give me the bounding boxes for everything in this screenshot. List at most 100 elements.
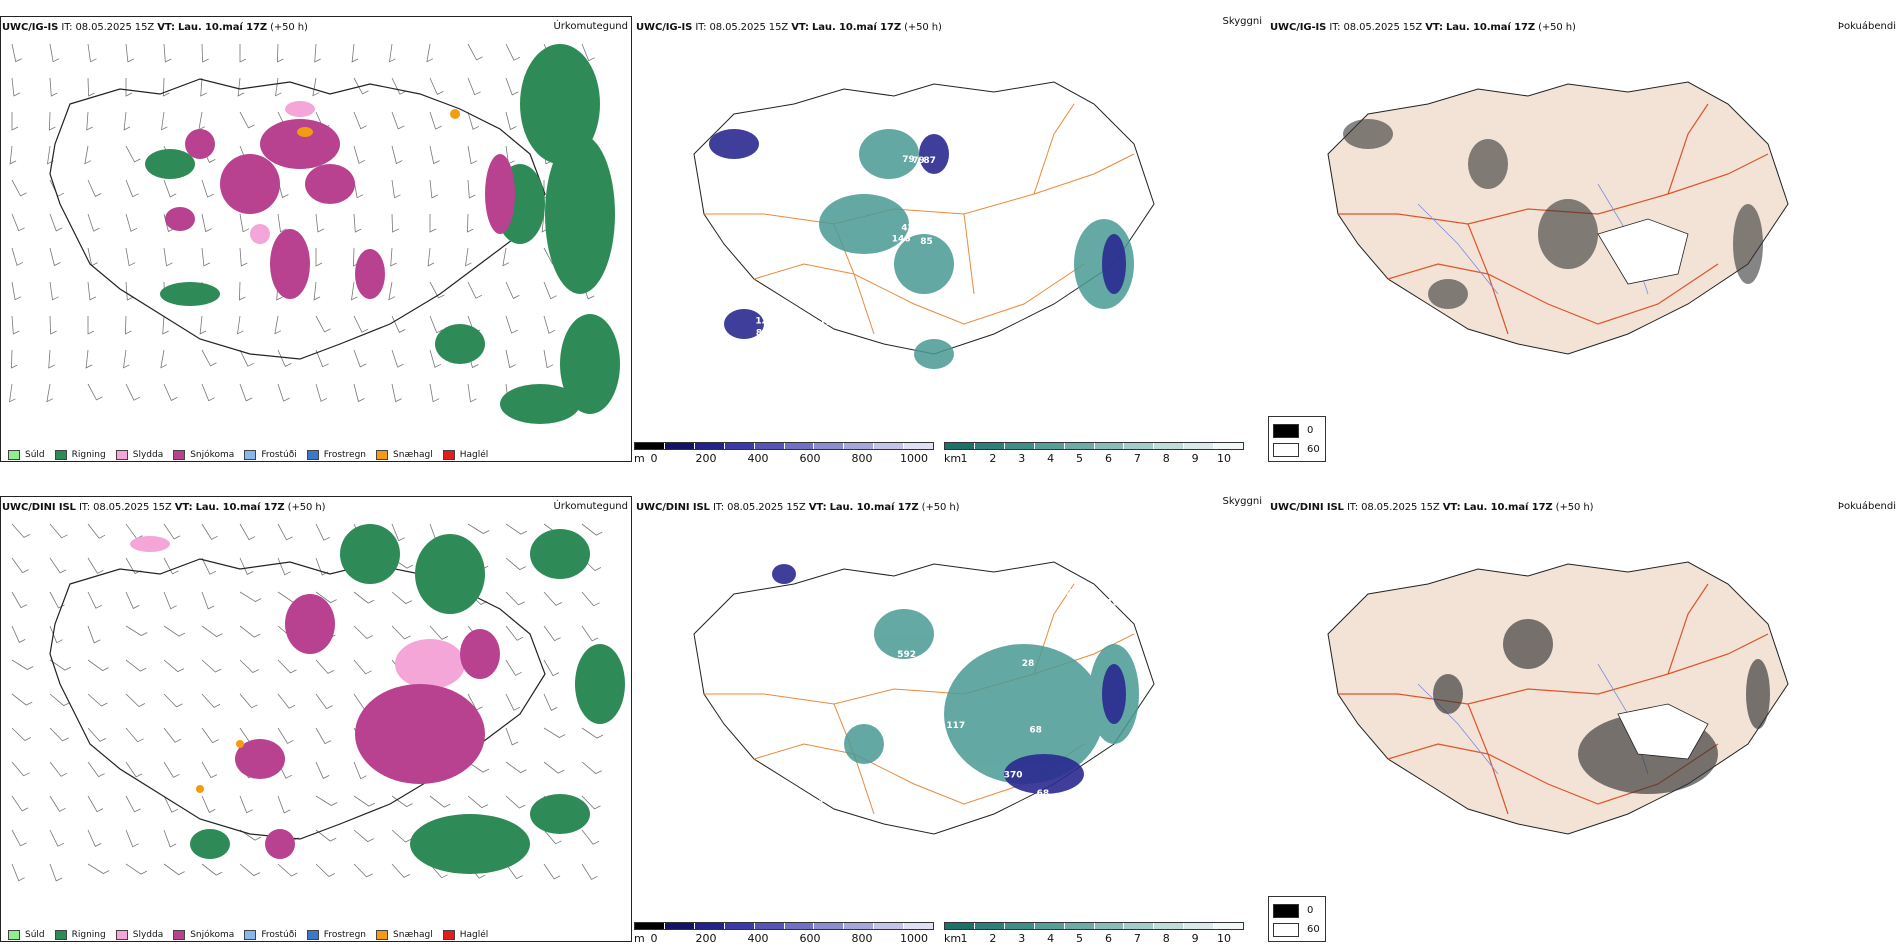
wind-barb [201,761,218,779]
it-value: 08.05.2025 15Z [709,22,789,33]
colorbar-tick: 600 [799,932,821,945]
model-name: UWC/IG-IS [2,22,59,33]
wind-barb [87,693,108,707]
wind-barb [315,795,338,806]
wind-barb [163,829,177,848]
wind-barb [543,761,565,774]
panel-title: Skyggni [1222,16,1262,27]
panel-title: Þokuábendi [1837,501,1896,512]
ceiling-label: 117 [987,116,1006,126]
fog-legend-item: 0 [1273,901,1321,920]
it-label: IT: [1329,22,1341,33]
wind-barb [125,281,134,301]
wind-barb [277,693,296,709]
wind-barb [277,383,290,402]
wind-barb [122,349,130,369]
wind-barb [353,77,369,95]
colorbar-segment [814,443,845,449]
wind-barb [353,213,362,233]
panel-header: UWC/DINI ISL IT: 08.05.2025 15Z VT: Lau.… [2,502,326,513]
row-dini-isl: UWC/DINI ISL IT: 08.05.2025 15Z VT: Lau.… [0,480,1900,950]
colorbar-segment [1124,443,1155,449]
it-label: IT: [695,22,707,33]
colorbar-tick: 5 [1076,932,1084,945]
wind-barb [429,145,440,165]
wind-barb [277,659,297,674]
ceiling-visibility-panel: UWC/DINI ISL IT: 08.05.2025 15Z VT: Lau.… [634,480,1266,950]
legend-swatch [306,450,319,460]
wind-barb [11,247,24,266]
fog-indicator-panel: UWC/IG-IS IT: 08.05.2025 15Z VT: Lau. 10… [1268,0,1900,470]
lead-time: (+50 h) [904,22,942,33]
wind-barb [581,727,604,739]
ceiling-label: 80 [896,758,909,768]
ceiling-label: 24 [1073,823,1086,833]
colorbar-tick: 6 [1104,932,1112,945]
wind-barb [239,829,262,841]
wind-barb [201,625,223,638]
colorbar-tick: 800 [851,932,873,945]
wind-barb [505,863,523,880]
wind-barb [315,213,325,233]
colorbar-tick: 3 [1018,452,1026,465]
wind-barb [86,111,93,131]
wind-barb [87,77,95,97]
ceiling-label: 28 [778,153,791,163]
precip-type-panel: UWC/DINI ISL IT: 08.05.2025 15Z VT: Lau.… [0,480,632,950]
colorbar-tick: 1000 [900,932,928,945]
precip-type-legend: Súld Rigning Slydda Snjókoma Frostúði Frostre… [8,450,488,460]
wind-barb [543,829,562,845]
wind-barb [125,863,148,875]
wind-barb [581,625,599,642]
wind-barb [11,591,28,609]
wind-barb [543,349,554,369]
wind-barb [429,625,449,640]
legend-swatch [244,450,257,460]
ceiling-areas [772,564,1126,794]
wind-barb [353,383,365,403]
wind-barb [87,523,106,539]
visibility-areas [844,609,1139,784]
wind-barb [353,829,374,843]
wind-barb [315,659,335,674]
wind-barb [239,693,258,709]
wind-barb [505,315,518,334]
wind-barb [543,659,560,677]
ceiling-colorbar: m 0 200 400 600 800 1000 [634,442,934,466]
wind-barb [125,625,148,636]
legend-label: Frostúði [261,450,297,460]
wind-barb [277,727,294,744]
wind-barb [49,43,60,63]
wind-barb [313,281,321,301]
wind-barb [391,591,412,605]
wind-barb [429,795,451,808]
panel-header: UWC/IG-IS IT: 08.05.2025 15Z VT: Lau. 10… [2,22,308,33]
vt-label: VT: [1425,22,1443,33]
wind-barb [353,659,372,675]
wind-barb [46,383,54,403]
wind-barb [390,247,397,267]
ceiling-label: 3 [795,110,801,120]
visibility-unit: km [944,452,962,465]
ceiling-label: 107 [808,762,827,772]
wind-barb [87,795,104,813]
wind-barb [163,247,173,267]
it-label: IT: [78,502,90,513]
wind-barb [125,659,147,672]
legend-item-slydda: Slydda [115,930,163,940]
panel-header: UWC/DINI ISL IT: 08.05.2025 15Z VT: Lau.… [1270,502,1594,513]
wind-barb [87,179,102,197]
legend-label: Rigning [71,450,106,460]
iceland-outline [49,78,546,360]
wind-barb [543,693,558,711]
wind-barb [11,281,22,301]
ceiling-label: 128 [838,292,857,302]
wind-barb [353,111,367,130]
colorbar-segment [635,443,665,449]
glacier [1597,218,1689,285]
ceiling-label: 68 [1037,789,1050,799]
wind-barb [201,523,218,540]
ceiling-label: 79 [902,155,915,165]
legend-item-súld: Súld [8,450,45,460]
ceiling-label: 573 [1104,612,1123,622]
